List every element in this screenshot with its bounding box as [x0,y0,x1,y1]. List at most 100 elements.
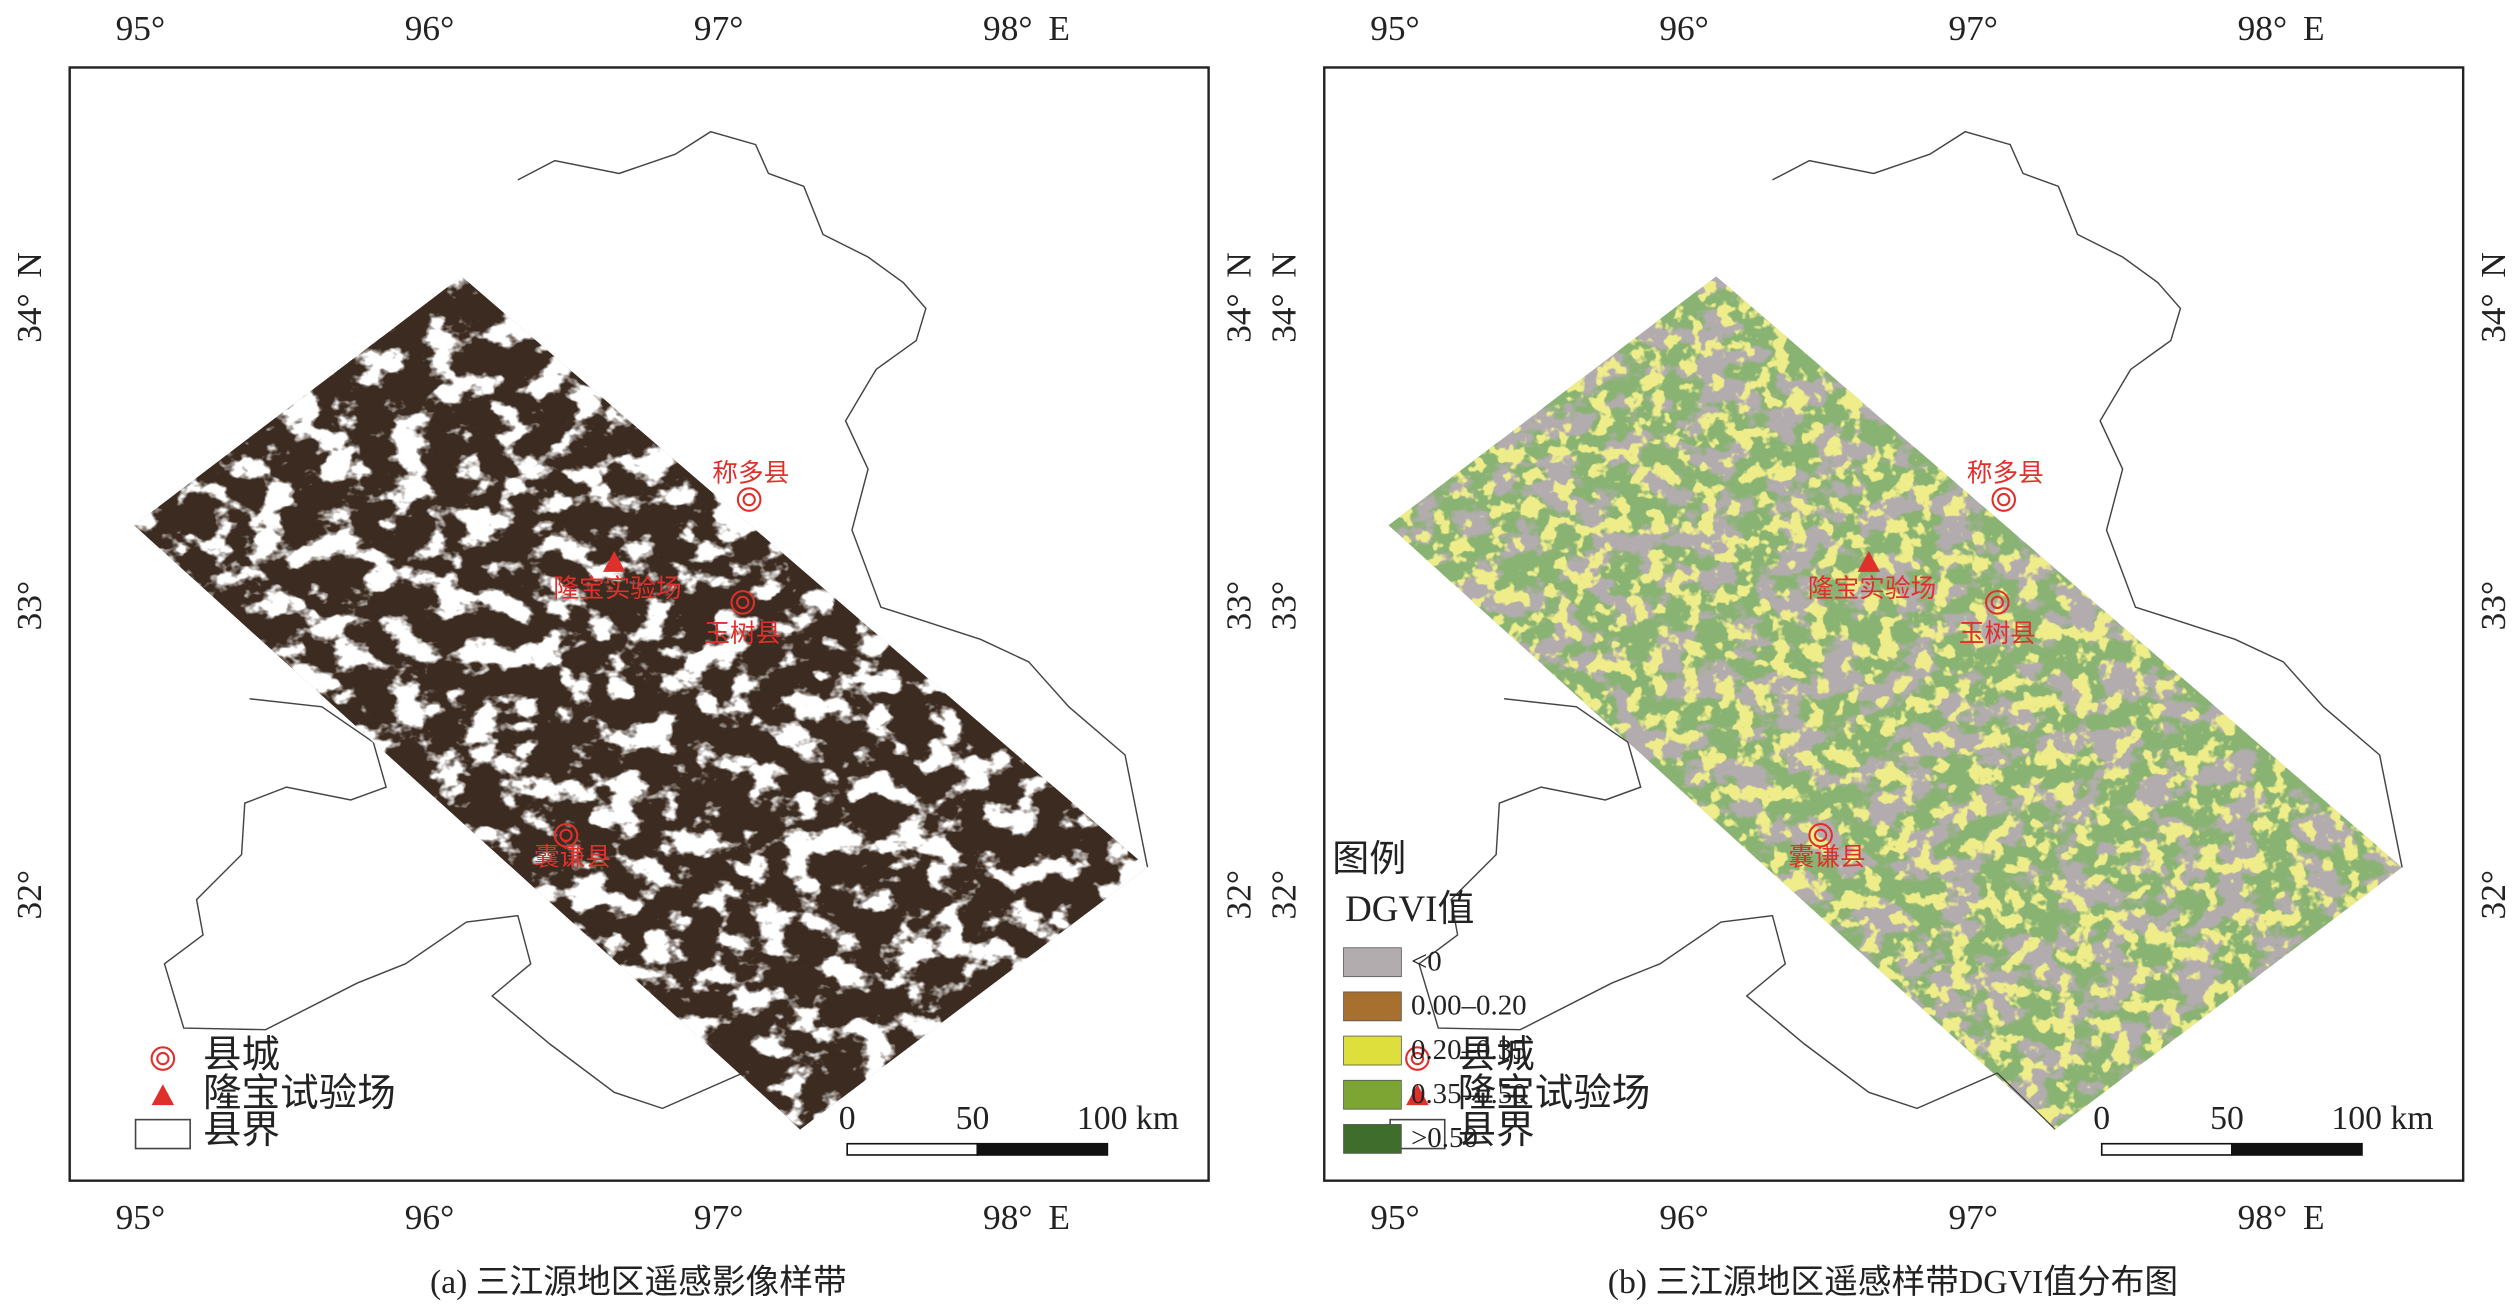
lat-label: 34° [2474,293,2513,342]
county-boundary [163,698,802,1130]
map-panel: 95° 95° 96° 96° 97° 97° 98° 98° E E 34° 34° 33° 33° 32… [1264,9,2513,1301]
scale-label: 100 km [1077,1100,1179,1137]
legend-subtitle: DGVI值 [1345,888,1474,929]
lon-label: 96° [405,9,454,48]
legend-label: 县城 [1458,1034,1535,1076]
lat-label: 33° [1219,581,1258,630]
lon-label: 96° [1659,1198,1708,1237]
scale-bar [846,1142,979,1156]
scale-bar [2100,1142,2233,1156]
legend-label: 县界 [203,1110,280,1152]
caption: (a) 三江源地区遥感影像样带 [430,1263,847,1301]
lat-label: 33° [2474,581,2513,630]
scale-bar [2231,1142,2363,1156]
legend-swatch [1343,1035,1402,1066]
legend-swatch [1343,1124,1402,1154]
scale-label: 0 [839,1100,856,1137]
scale-bar [976,1142,1109,1156]
lon-label: 95° [116,1198,165,1237]
county-seat-marker [736,487,762,512]
lon-label: 97° [694,9,743,48]
lat-label: 34° [10,293,49,342]
lon-label: 97° [1948,9,1997,48]
lon-label: 96° [1659,9,1708,48]
place-label: 玉树县 [1959,619,2036,648]
legend-class-label: <0 [1411,945,1442,977]
map-panel: 95° 95° 96° 96° 97° 97° 98° 98° E E 34° 34° 33° 33° 32… [10,9,1259,1301]
county-seat-marker [1991,487,2017,512]
legend-class-label: 0.35–0.50 [1411,1078,1527,1110]
place-label: 称多县 [712,458,789,487]
station-marker [603,550,626,572]
place-label: 隆宝实验场 [553,574,681,603]
east-label: E [1048,1198,1070,1237]
lon-label: 97° [1948,1198,1997,1237]
legend-symbol [134,1118,191,1150]
county-seat-marker [730,590,756,615]
caption: (b) 三江源地区遥感样带DGVI值分布图 [1608,1263,2178,1301]
county-seat-marker [1990,595,2004,610]
east-label: E [1048,9,1070,48]
place-label: 囊谦县 [534,842,611,871]
lon-label: 98° [2238,1198,2287,1237]
legend-symbol [1410,1051,1425,1066]
lat-label: 34° [1219,293,1258,342]
place-label: 隆宝实验场 [1808,574,1936,603]
legend-class-label: 0.00–0.20 [1411,990,1527,1022]
north-label: N [1264,252,1303,278]
county-seat-marker [1808,823,1833,848]
legend-title: 图例 [1332,838,1406,879]
north-label: N [1219,252,1258,278]
county-seat-marker [559,828,573,842]
lat-label: 33° [10,581,49,630]
scale-label: 0 [2093,1100,2110,1137]
lon-label: 96° [405,1198,454,1237]
lat-label: 32° [1264,870,1303,919]
legend-label: 隆宝试验场 [1458,1072,1651,1115]
legend-swatch [1343,991,1402,1022]
legend-class-label: 0.20–0.35 [1411,1034,1527,1066]
lat-label: 34° [1264,293,1303,342]
legend-symbol [1405,1046,1430,1071]
east-label: E [2303,9,2325,48]
lat-label: 32° [1219,870,1258,919]
lon-label: 95° [116,9,165,48]
north-label: N [2474,252,2513,278]
legend-label: 隆宝试验场 [203,1072,396,1115]
lat-label: 33° [1264,581,1303,630]
place-label: 囊谦县 [1789,842,1866,871]
legend-symbol [151,1084,175,1106]
station-marker [1857,550,1881,572]
scale-label: 50 [956,1100,990,1137]
place-label: 玉树县 [704,619,781,648]
county-seat-marker [1985,590,2010,615]
scale-label: 100 km [2331,1100,2433,1137]
legend-symbol [156,1051,170,1066]
legend-label: 县界 [1458,1110,1535,1152]
lat-label: 32° [2474,870,2513,919]
lon-label: 95° [1370,1198,1419,1237]
lon-label: 95° [1370,9,1419,48]
legend-class-label: >0.50 [1411,1122,1478,1154]
county-seat-marker [1813,828,1828,842]
county-seat-marker [742,492,756,507]
county-boundary [517,130,1149,868]
lon-label: 98° [2238,9,2287,48]
place-label: 称多县 [1967,458,2044,487]
county-boundary [1772,130,2403,868]
east-label: E [2303,1198,2325,1237]
north-label: N [10,252,49,278]
county-seat-marker [553,823,579,848]
legend-swatch [1343,1079,1402,1110]
legend-symbol [150,1046,176,1071]
lat-label: 32° [10,870,49,919]
legend-symbol [1406,1084,1429,1106]
legend-label: 县城 [203,1034,280,1076]
scale-label: 50 [2210,1100,2244,1137]
county-seat-marker [1997,492,2011,507]
county-boundary [1418,698,2056,1130]
lon-label: 98° [983,1198,1032,1237]
lon-label: 98° [983,9,1032,48]
legend-swatch [1343,947,1402,978]
